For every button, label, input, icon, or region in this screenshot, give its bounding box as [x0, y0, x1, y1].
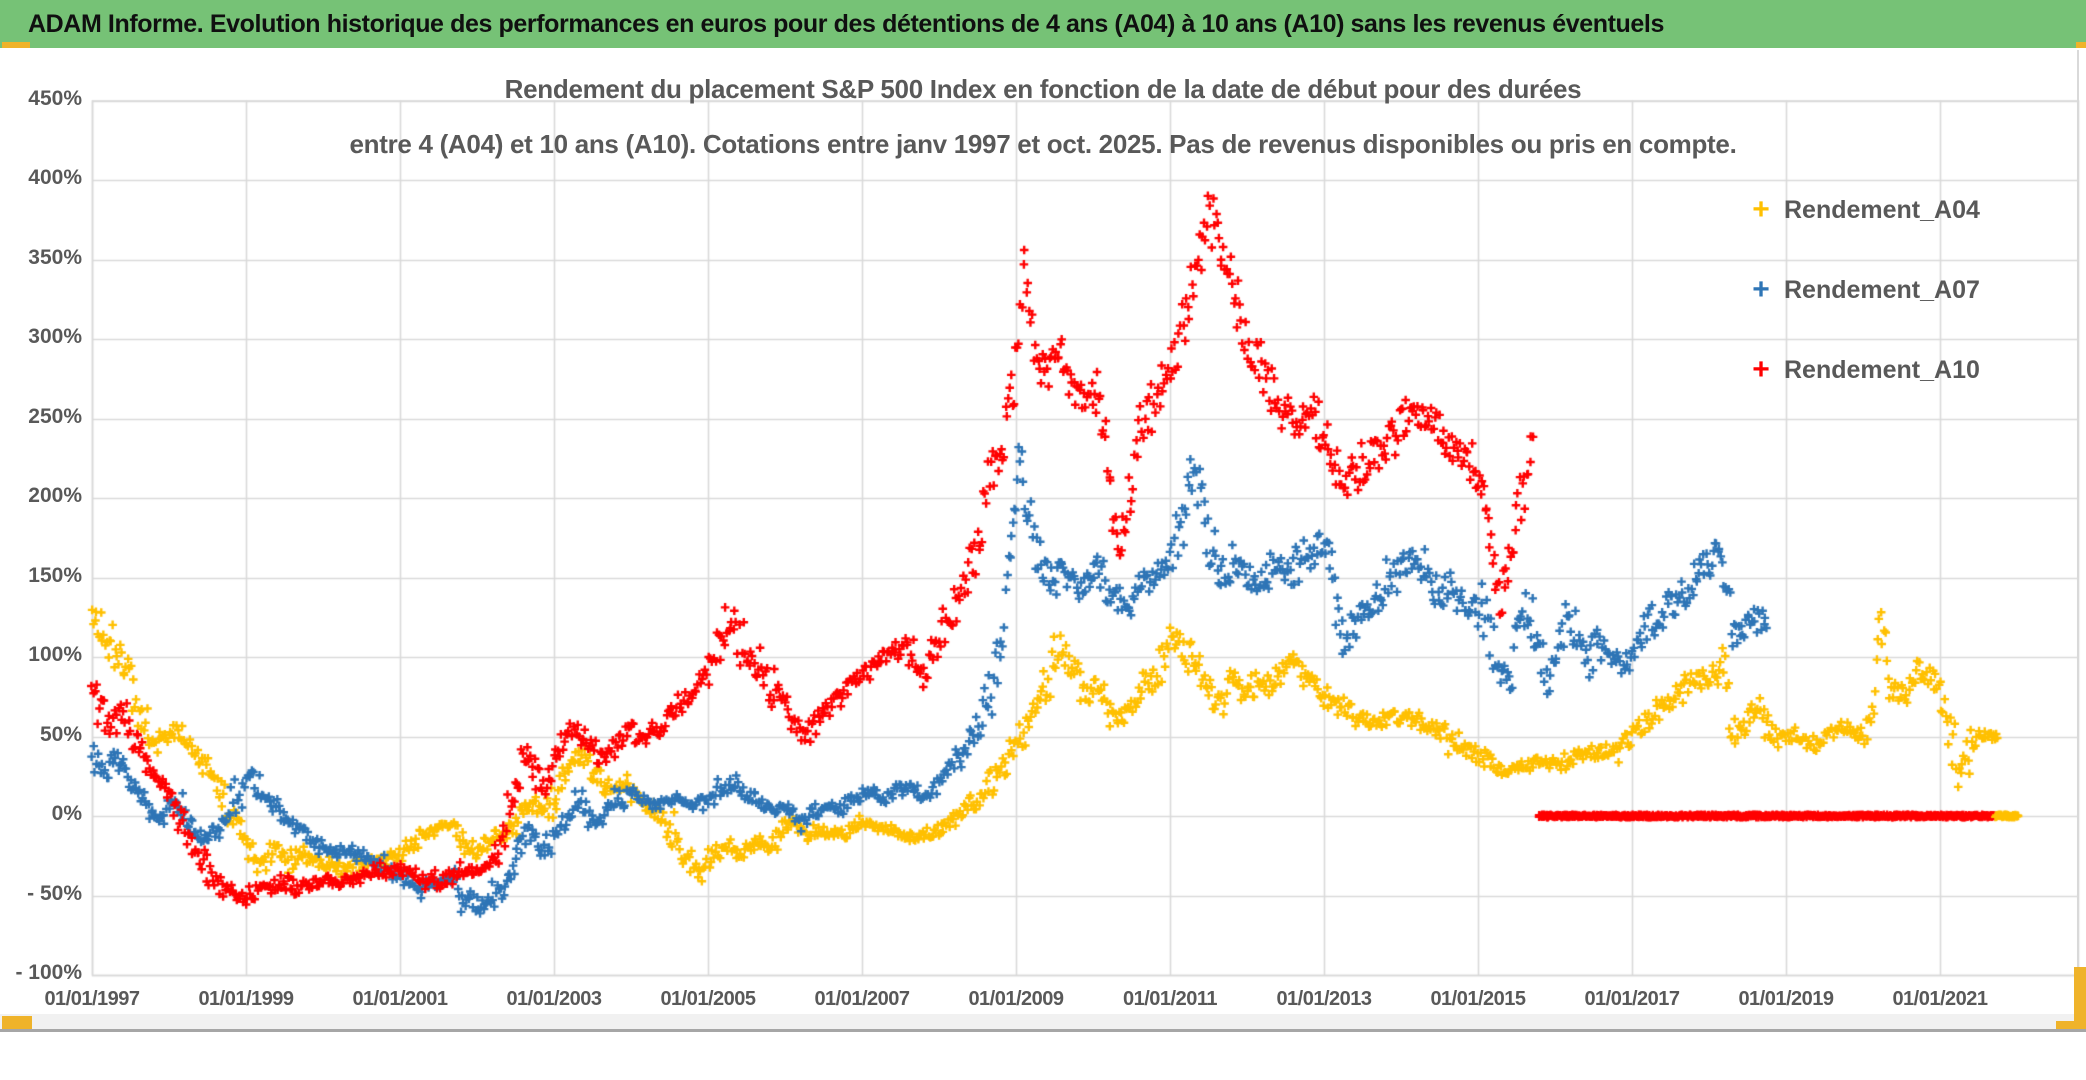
x-tick-label: 01/01/2019 — [1738, 988, 1834, 1010]
y-tick-label: 200% — [28, 484, 82, 507]
y-tick-label: 0% — [51, 802, 82, 825]
x-tick-label: 01/01/2007 — [814, 988, 910, 1010]
chart-title: Rendement du placement S&P 500 Index en … — [0, 62, 2086, 172]
y-tick-label: 350% — [28, 245, 82, 269]
x-tick-label: 01/01/2009 — [968, 988, 1064, 1010]
window-bottom-edge — [0, 1029, 2086, 1032]
x-tick-label: 01/01/2011 — [1123, 988, 1218, 1010]
legend[interactable]: + Rendement_A04 + Rendement_A07 + Rendement_A… — [1748, 193, 1980, 436]
legend-label: Rendement_A04 — [1784, 195, 1980, 224]
title-bar: ADAM Informe. Evolution historique des p… — [0, 0, 2086, 48]
legend-item-rendement_a04[interactable]: + Rendement_A04 — [1748, 193, 1980, 226]
gold-accent-top-right — [2076, 42, 2086, 50]
x-tick-label: 01/01/2015 — [1430, 988, 1526, 1010]
y-tick-label: 300% — [28, 325, 82, 348]
chart-title-line1: Rendement du placement S&P 500 Index en … — [504, 74, 1582, 104]
y-tick-label: 400% — [28, 166, 82, 189]
y-tick-label: 100% — [28, 643, 82, 666]
legend-label: Rendement_A07 — [1784, 275, 1980, 304]
x-tick-label: 01/01/2005 — [660, 988, 756, 1010]
bottom-strip — [0, 1014, 2086, 1029]
y-tick-label: 150% — [28, 563, 82, 587]
x-tick-label: 01/01/2017 — [1584, 988, 1680, 1010]
chart-title-line2: entre 4 (A04) et 10 ans (A10). Cotations… — [349, 129, 1737, 159]
legend-item-rendement_a10[interactable]: + Rendement_A10 — [1748, 353, 1980, 386]
y-tick-label: 450% — [28, 86, 82, 110]
x-tick-label: 01/01/2013 — [1276, 988, 1372, 1010]
x-tick-label: 01/01/1999 — [198, 988, 294, 1010]
chart: Rendement du placement S&P 500 Index en … — [0, 48, 2086, 1080]
x-tick-label: 01/01/1997 — [44, 988, 140, 1010]
gold-accent-top-left — [2, 42, 30, 50]
scatter-plot-canvas — [0, 48, 2086, 1080]
gold-accent-right-bar — [2074, 967, 2086, 1030]
legend-plus-marker-icon: + — [1752, 273, 1770, 306]
gold-accent-bottom-right-corner — [2056, 1021, 2086, 1031]
x-tick-label: 01/01/2001 — [352, 988, 448, 1010]
gold-accent-bottom-left — [2, 1016, 32, 1029]
page-title: ADAM Informe. Evolution historique des p… — [28, 9, 1664, 38]
y-tick-label: 250% — [28, 404, 82, 428]
y-tick-label: - 100% — [15, 961, 82, 984]
y-tick-label: 50% — [39, 722, 82, 746]
legend-plus-marker-icon: + — [1752, 193, 1770, 226]
legend-plus-marker-icon: + — [1752, 353, 1770, 386]
chart-right-border — [2077, 50, 2079, 967]
x-tick-label: 01/01/2021 — [1892, 988, 1988, 1010]
y-tick-label: - 50% — [27, 881, 82, 905]
legend-item-rendement_a07[interactable]: + Rendement_A07 — [1748, 273, 1980, 306]
legend-label: Rendement_A10 — [1784, 355, 1980, 384]
x-tick-label: 01/01/2003 — [506, 988, 602, 1010]
